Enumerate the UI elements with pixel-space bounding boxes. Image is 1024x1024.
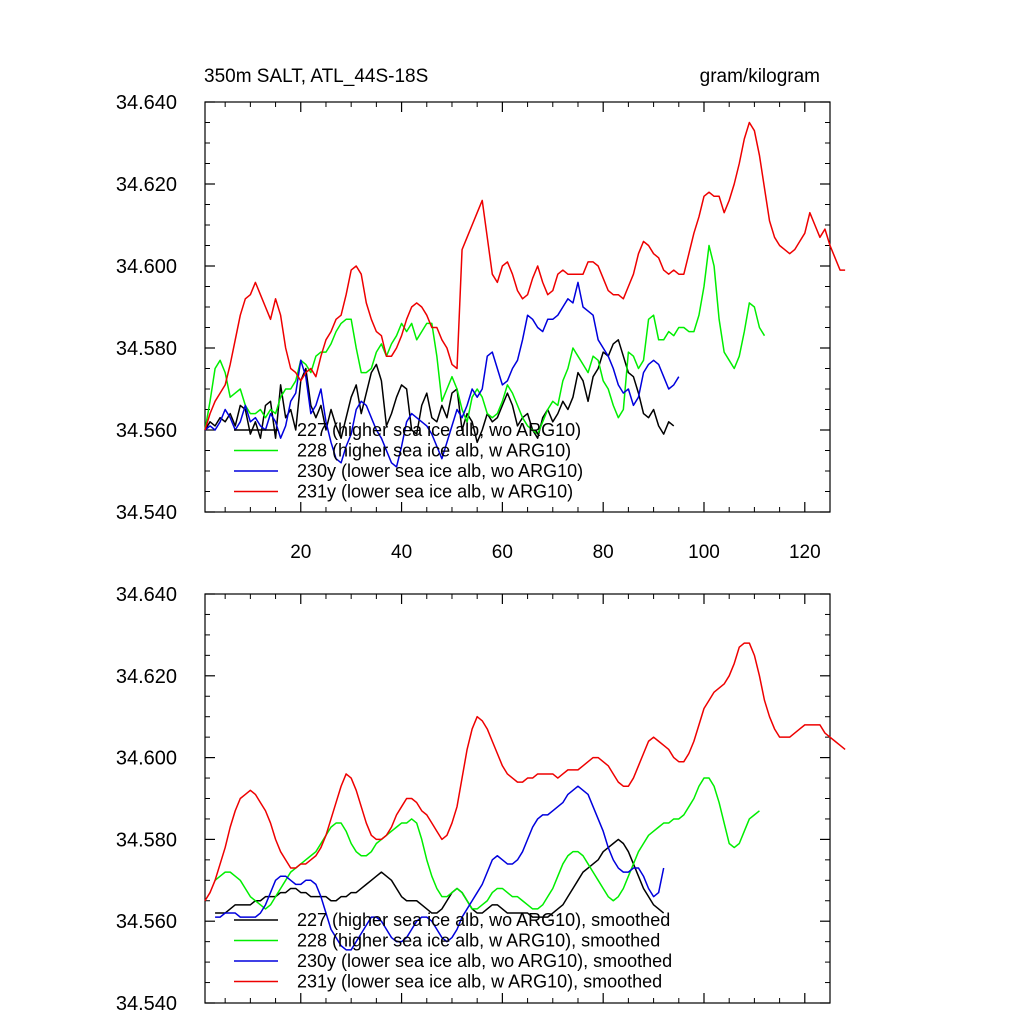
series-line-228-smoothed [214, 777, 760, 910]
x-tick-label: 80 [593, 542, 614, 563]
chart-units: gram/kilogram [700, 66, 820, 87]
y-tick-label: 34.540 [116, 502, 177, 524]
top-panel: 20 40 60 80 100 120 34.540 34.560 34.580 34.600 34… [116, 92, 846, 563]
y-tick-label: 34.640 [116, 92, 177, 114]
x-tick-label: 100 [688, 542, 720, 563]
chart-title: 350m SALT, ATL_44S-18S [204, 66, 428, 87]
series-line-227 [204, 339, 675, 444]
y-tick-label: 34.620 [116, 174, 177, 196]
y-tick-label: 34.600 [116, 748, 177, 770]
bottom-panel: 34.540 34.560 34.580 34.600 34.620 34.640 227 … [116, 584, 846, 1015]
legend-label: 230y (lower sea ice alb, wo ARG10) [297, 461, 583, 481]
series-line-228 [204, 244, 766, 435]
series-line-230y-smoothed [215, 785, 665, 951]
legend-label: 228 (higher sea ice alb, w ARG10), smoot… [297, 931, 660, 951]
y-tick-label: 34.560 [116, 911, 177, 933]
y-tick-label: 34.620 [116, 666, 177, 688]
y-tick-label: 34.580 [116, 829, 177, 851]
y-tick-label: 34.580 [116, 338, 177, 360]
x-tick-label: 40 [391, 542, 412, 563]
x-tick-label: 60 [492, 542, 513, 563]
series-line-230y [204, 281, 680, 468]
legend-label: 228 (higher sea ice alb, w ARG10) [297, 441, 571, 461]
y-tick-label: 34.560 [116, 420, 177, 442]
x-tick-label: 120 [789, 542, 821, 563]
series-line-231y [204, 121, 846, 431]
legend-label: 227 (higher sea ice alb, wo ARG10) [297, 420, 581, 440]
legend-label: 231y (lower sea ice alb, w ARG10) [297, 482, 573, 502]
y-tick-label: 34.600 [116, 256, 177, 278]
series-line-227-smoothed [215, 838, 665, 918]
legend-label: 231y (lower sea ice alb, w ARG10), smoot… [297, 972, 662, 992]
y-tick-label: 34.640 [116, 584, 177, 606]
legend-label: 227 (higher sea ice alb, wo ARG10), smoo… [297, 910, 670, 930]
series-line-231y-smoothed [204, 642, 846, 902]
x-tick-label: 20 [290, 542, 311, 563]
y-tick-label: 34.540 [116, 993, 177, 1015]
legend-label: 230y (lower sea ice alb, wo ARG10), smoo… [297, 951, 672, 971]
